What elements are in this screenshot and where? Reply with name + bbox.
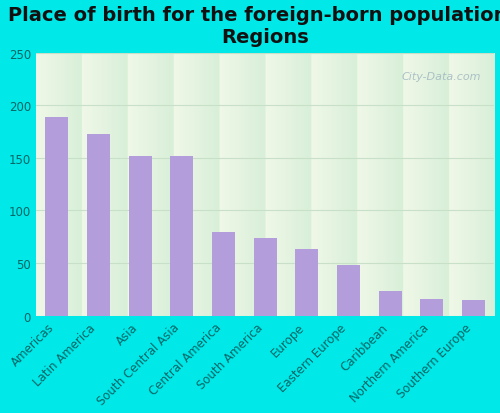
Bar (170, 157, 194, 316)
Bar (128, 157, 152, 316)
Bar (46, 118, 68, 316)
Bar (296, 250, 318, 316)
Bar (87, 134, 110, 316)
Bar (420, 299, 444, 316)
Bar (462, 300, 485, 316)
Bar (212, 232, 235, 316)
Bar (254, 238, 276, 316)
Bar (337, 266, 360, 316)
Text: City-Data.com: City-Data.com (401, 72, 480, 82)
Bar (379, 292, 402, 316)
Title: Place of birth for the foreign-born population -
Regions: Place of birth for the foreign-born popu… (8, 5, 500, 46)
